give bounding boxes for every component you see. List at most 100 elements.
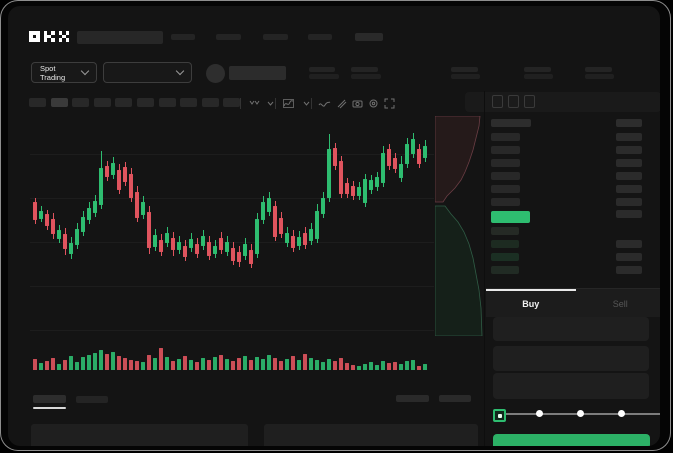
volume-bar [375, 365, 379, 370]
logo-letter-x [58, 31, 70, 42]
search-placeholder[interactable] [77, 31, 163, 44]
chevron-down-icon[interactable] [264, 97, 277, 110]
bottom-action-1[interactable] [396, 395, 429, 402]
gridline [30, 242, 434, 243]
camera-icon[interactable] [351, 97, 364, 110]
okx-logo[interactable] [29, 31, 70, 42]
volume-bar [159, 348, 163, 370]
slider-stop[interactable] [659, 410, 660, 417]
timeframe-button[interactable] [180, 98, 198, 107]
candle-body [147, 212, 151, 248]
volume-bar [423, 364, 427, 370]
nav-item-3[interactable] [263, 34, 288, 40]
nav-item-2[interactable] [216, 34, 241, 40]
bid-row-price[interactable] [491, 240, 519, 248]
ask-row-price[interactable] [491, 198, 520, 206]
candle-body [333, 148, 337, 166]
candle-body [201, 236, 205, 246]
fullscreen-icon[interactable] [383, 97, 396, 110]
ask-row-price[interactable] [491, 146, 520, 154]
trend-line-icon[interactable] [318, 97, 331, 110]
nav-item-5[interactable] [355, 33, 383, 41]
ask-row-amount[interactable] [616, 198, 642, 206]
nav-item-4[interactable] [308, 34, 332, 40]
tab-sell[interactable]: Sell [612, 299, 628, 309]
ask-row-price[interactable] [491, 133, 520, 141]
interval-icon[interactable] [248, 97, 261, 110]
total-input[interactable] [493, 373, 649, 399]
candle-body [351, 186, 355, 196]
slider-stop[interactable] [535, 410, 543, 417]
bottom-action-2[interactable] [439, 395, 471, 402]
timeframe-button[interactable] [137, 98, 154, 107]
bid-row-price[interactable] [491, 266, 519, 274]
slider-stop[interactable] [577, 410, 584, 417]
bid-row-price[interactable] [491, 227, 519, 235]
candle-body [261, 202, 265, 220]
ask-row-price[interactable] [491, 159, 520, 167]
market-type-selector[interactable]: Spot Trading [31, 62, 97, 83]
book-header-amount[interactable] [616, 119, 642, 127]
candle-body [93, 201, 97, 213]
slider-handle[interactable] [493, 409, 506, 422]
volume-bar [153, 358, 157, 370]
volume-bar [345, 363, 349, 370]
last-price-amount[interactable] [616, 210, 642, 218]
book-bids-view-icon[interactable] [508, 95, 519, 108]
timeframe-button[interactable] [93, 98, 111, 107]
ask-row-price[interactable] [491, 172, 520, 180]
candlestick-chart[interactable] [8, 6, 660, 446]
volume-bar [177, 359, 181, 370]
volume-bar [201, 358, 205, 370]
candle-body [213, 246, 217, 254]
candle-body [51, 219, 55, 234]
volume-bar [141, 362, 145, 370]
buy-submit-button[interactable] [493, 434, 650, 446]
ask-row-amount[interactable] [616, 133, 642, 141]
bid-row-amount[interactable] [616, 240, 642, 248]
timeframe-button[interactable] [158, 98, 176, 107]
timeframe-button[interactable] [50, 98, 68, 107]
ask-row-amount[interactable] [616, 185, 642, 193]
volume-bar [411, 360, 415, 370]
candle-body [111, 163, 115, 175]
volume-bar [255, 357, 259, 370]
bid-row-amount[interactable] [616, 266, 642, 274]
pair-selector[interactable] [103, 62, 192, 83]
timeframe-button[interactable] [72, 98, 90, 107]
book-asks-view-icon[interactable] [524, 95, 535, 108]
settings-icon[interactable] [367, 97, 380, 110]
price-input[interactable] [493, 317, 649, 341]
timeframe-button[interactable] [115, 98, 133, 107]
coin-avatar[interactable] [206, 64, 225, 83]
chevron-down-icon[interactable] [300, 97, 313, 110]
volume-bar [39, 363, 43, 370]
ask-row-amount[interactable] [616, 172, 642, 180]
book-header-price[interactable] [491, 119, 531, 127]
timeframe-button[interactable] [29, 98, 46, 107]
ask-row-amount[interactable] [616, 159, 642, 167]
last-price-badge[interactable] [491, 211, 530, 223]
bottom-tab-active[interactable] [33, 395, 66, 403]
volume-bar [315, 360, 319, 370]
candle-body [195, 244, 199, 254]
timeframe-button[interactable] [201, 98, 219, 107]
candle-body [267, 198, 271, 212]
bid-row-price[interactable] [491, 253, 519, 261]
indicator-icon[interactable] [282, 97, 295, 110]
brush-icon[interactable] [335, 97, 348, 110]
nav-item-1[interactable] [171, 34, 195, 40]
candle-body [219, 238, 223, 250]
slider-stop[interactable] [618, 410, 626, 417]
candle-body [225, 242, 229, 252]
bid-row-amount[interactable] [616, 253, 642, 261]
book-combined-view-icon[interactable] [492, 95, 503, 108]
timeframe-button[interactable] [223, 98, 241, 107]
ask-row-amount[interactable] [616, 146, 642, 154]
ask-row-price[interactable] [491, 185, 520, 193]
candle-body [87, 208, 91, 220]
tab-buy[interactable]: Buy [486, 289, 576, 317]
bottom-tab-2[interactable] [76, 396, 108, 403]
amount-input[interactable] [493, 346, 649, 371]
